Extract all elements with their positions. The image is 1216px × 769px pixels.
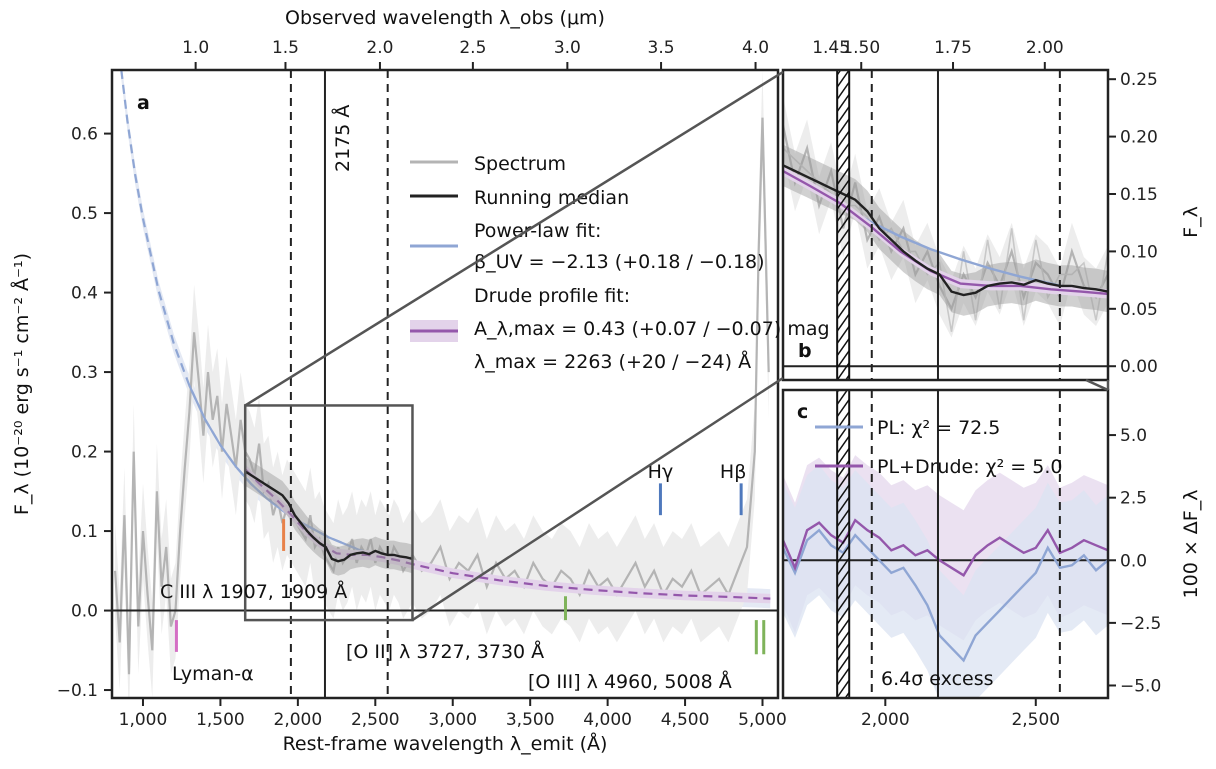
drude-fit-line: [244, 468, 771, 600]
running-median-line: [244, 470, 413, 563]
b-hatched-band: [836, 70, 851, 380]
panel-a: 2175 Å C III λ 1907, 1909 Å [O II] λ 3727,…: [57, 38, 830, 730]
b-top-tick-label-1: 1.75: [934, 38, 972, 58]
c-y-tick-label-3: 2.5: [1120, 489, 1147, 509]
x-tick-label-5: 3,500: [506, 710, 555, 730]
b-y-tick-label-5: 0.25: [1120, 70, 1158, 90]
panel-c-label: c: [797, 401, 808, 423]
y-tick-label-2: 0.1: [71, 522, 98, 542]
x-tick-label-6: 4,000: [583, 710, 632, 730]
connector-bottom: [411, 376, 784, 622]
x-tick-label-0: 1,000: [119, 710, 168, 730]
y-tick-label-1: 0.0: [71, 602, 98, 622]
panel-c-y-label: 100 × ΔF_λ: [1180, 490, 1202, 599]
c-hatched-band: [836, 390, 851, 698]
zoom-box: [243, 404, 414, 622]
b-median-band: [783, 144, 1108, 316]
legend-label-median: Running median: [474, 187, 629, 209]
panel-a-frame: [110, 68, 780, 700]
connector-top: [244, 70, 784, 407]
x-tick-label-8: 5,000: [738, 710, 787, 730]
b-top-tick-label-extra: 1.45: [812, 38, 850, 58]
top-tick-label-3: 2.5: [459, 38, 486, 58]
panel-b-y-label: F_λ: [1180, 206, 1202, 238]
hbeta-label: Hβ: [720, 461, 746, 483]
c-pl-band: [783, 465, 1108, 698]
y-tick-label-4: 0.3: [71, 363, 98, 383]
b-drude-line: [783, 169, 1108, 296]
c-y-tick-label-2: 0.0: [1120, 551, 1147, 571]
y-axis-label: F_λ (10⁻²⁰ erg s⁻¹ cm⁻² Å⁻¹): [10, 253, 33, 515]
median-uncertainty-band: [245, 457, 413, 576]
legend-c-label-pldrude: PL+Drude: χ² = 5.0: [877, 456, 1062, 478]
b-y-tick-label-2: 0.10: [1120, 242, 1158, 262]
y-tick-label-6: 0.5: [71, 204, 98, 224]
legend-c: PL: χ² = 72.5 PL+Drude: χ² = 5.0: [815, 417, 1062, 478]
panel-b-frame: [781, 68, 1110, 382]
panel-a-label: a: [137, 92, 150, 114]
x-tick-label-7: 4,500: [661, 710, 710, 730]
top-tick-label-0: 1.0: [182, 38, 209, 58]
panel-c: 6.4σ excess 2,000 2,500−5.0−2.50.02.55.0 …: [781, 388, 1161, 730]
c-y-tick-label-4: 5.0: [1120, 426, 1147, 446]
legend-label-spectrum: Spectrum: [474, 153, 566, 175]
c-y-tick-label-1: −2.5: [1120, 614, 1161, 634]
top-tick-label-4: 3.0: [554, 38, 581, 58]
b-top-tick-label-2: 2.00: [1026, 38, 1064, 58]
y-tick-label-3: 0.2: [71, 443, 98, 463]
y-tick-label-7: 0.6: [71, 125, 98, 145]
b-y-tick-label-0: 0.00: [1120, 357, 1158, 377]
legend: Spectrum Running median Power-law fit: β…: [410, 153, 830, 373]
legend-label-powerlaw: Power-law fit:: [474, 220, 601, 242]
b-y-tick-label-3: 0.15: [1120, 185, 1158, 205]
b-y-tick-label-4: 0.20: [1120, 128, 1158, 148]
x-tick-label-3: 2,500: [351, 710, 400, 730]
top-x-axis-label: Observed wavelength λ_obs (μm): [285, 7, 605, 29]
connector-bc-diag: [1085, 378, 1109, 392]
oii-label: [O II] λ 3727, 3730 Å: [346, 640, 544, 663]
legend-label-drude: Drude profile fit:: [474, 285, 630, 307]
x-axis-label: Rest-frame wavelength λ_emit (Å): [283, 732, 608, 755]
legend-drude-lambdamax: λ_max = 2263 (+20 / −24) Å: [474, 350, 751, 373]
lya-label: Lyman-α: [172, 663, 254, 685]
panel-b: 1.50 1.75 2.00 1.45 0.00 0.05 0.10 0.15 0.20 0.25…: [781, 38, 1158, 382]
top-tick-label-2: 2.0: [366, 38, 393, 58]
y-tick-label-0: −0.1: [57, 681, 98, 701]
legend-drude-amax: A_λ,max = 0.43 (+0.07 / −0.07) mag: [474, 318, 830, 340]
c-excess-annotation: 6.4σ excess: [881, 668, 994, 690]
x-tick-label-1: 1,500: [196, 710, 245, 730]
panel-b-label: b: [798, 340, 812, 362]
x-tick-label-2: 2,000: [274, 710, 323, 730]
spectrum-uncertainty-band: [115, 70, 769, 698]
legend-c-label-pl: PL: χ² = 72.5: [877, 417, 1000, 439]
x-tick-label-4: 3,000: [428, 710, 477, 730]
b-top-tick-label-0: 1.50: [842, 38, 880, 58]
top-tick-label-1: 1.5: [272, 38, 299, 58]
y-tick-label-5: 0.4: [71, 284, 98, 304]
vline-label-2175: 2175 Å: [331, 105, 354, 172]
spectrum-line: [114, 117, 770, 675]
hgamma-label: Hγ: [648, 461, 674, 483]
panel-c-frame: [781, 388, 1110, 700]
oiii-label: [O III] λ 4960, 5008 Å: [528, 670, 732, 693]
c-x-tick-label-1: 2,500: [1011, 710, 1060, 730]
c-y-tick-label-0: −5.0: [1120, 676, 1161, 696]
top-tick-label-6: 4.0: [742, 38, 769, 58]
ciii-label: C III λ 1907, 1909 Å: [160, 580, 347, 603]
zoom-connectors: [244, 70, 1110, 622]
c-x-tick-label-0: 2,000: [861, 710, 910, 730]
legend-powerlaw-beta: β_UV = −2.13 (+0.18 / −0.18): [474, 251, 765, 273]
top-tick-label-5: 3.5: [648, 38, 675, 58]
b-y-tick-label-1: 0.05: [1120, 300, 1158, 320]
